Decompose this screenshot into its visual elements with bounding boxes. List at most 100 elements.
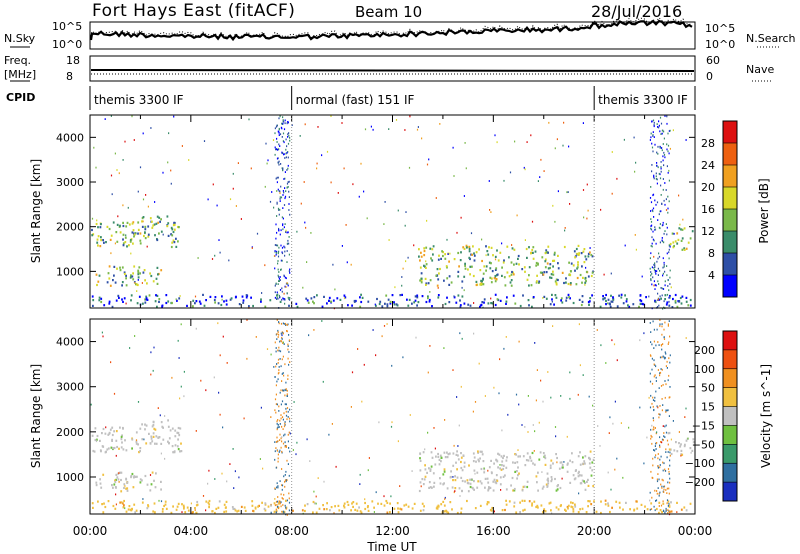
echo-point	[280, 365, 282, 368]
colorbar-swatch	[723, 482, 737, 502]
echo-point	[561, 466, 563, 469]
echo-point	[502, 261, 505, 264]
echo-point	[278, 160, 280, 163]
echo-point	[165, 301, 168, 305]
echo-point	[655, 376, 657, 379]
echo-point	[123, 297, 126, 300]
echo-point	[537, 180, 539, 182]
echo-point	[167, 425, 170, 428]
echo-point	[517, 257, 519, 260]
echo-point	[639, 302, 642, 305]
echo-point	[147, 225, 150, 228]
echo-point	[652, 276, 654, 279]
echo-point	[288, 270, 290, 272]
echo-point	[463, 275, 466, 278]
echo-point	[666, 252, 668, 255]
echo-point	[404, 129, 406, 131]
echo-point	[282, 207, 284, 209]
echo-point	[539, 271, 542, 274]
echo-point	[671, 306, 674, 309]
echo-point	[611, 192, 613, 195]
echo-point	[657, 466, 659, 469]
echo-point	[276, 296, 278, 299]
echo-point	[97, 500, 99, 503]
echo-point	[660, 133, 662, 135]
echo-point	[494, 275, 497, 278]
echo-point	[287, 284, 289, 287]
echo-point	[455, 461, 457, 464]
echo-point	[547, 245, 550, 248]
echo-point	[666, 165, 668, 168]
echo-point	[627, 304, 629, 307]
echo-point	[278, 190, 280, 192]
echo-point	[669, 354, 671, 357]
echo-point	[172, 224, 175, 227]
echo-point	[280, 501, 282, 504]
echo-point	[519, 511, 521, 514]
echo-point	[567, 282, 570, 286]
echo-point	[656, 480, 659, 483]
echo-point	[157, 436, 160, 439]
echo-point	[668, 374, 670, 377]
echo-point	[289, 450, 291, 453]
echo-point	[265, 142, 267, 145]
echo-point	[439, 454, 442, 457]
echo-point	[280, 414, 282, 416]
echo-point	[359, 510, 362, 513]
echo-point	[419, 457, 421, 460]
echo-point	[528, 284, 530, 287]
echo-point	[429, 247, 432, 250]
echo-point	[469, 265, 472, 268]
echo-point	[288, 196, 290, 198]
echo-point	[526, 480, 529, 483]
echo-point	[269, 299, 272, 302]
echo-point	[605, 299, 607, 303]
echo-point	[682, 218, 684, 221]
echo-point	[579, 508, 581, 511]
echo-point	[284, 421, 286, 423]
echo-point	[95, 440, 98, 443]
echo-point	[501, 464, 503, 467]
echo-point	[229, 298, 232, 301]
echo-point	[456, 396, 458, 398]
echo-point	[155, 294, 157, 297]
echo-point	[146, 298, 149, 301]
echo-point	[669, 451, 671, 454]
echo-point	[154, 300, 157, 303]
echo-point	[482, 283, 485, 286]
echo-point	[186, 506, 189, 509]
echo-point	[279, 233, 281, 236]
echo-point	[288, 242, 290, 245]
echo-point	[284, 223, 286, 225]
echo-point	[124, 140, 126, 143]
echo-point	[211, 258, 214, 260]
echo-point	[556, 456, 558, 460]
echo-point	[277, 207, 280, 210]
echo-point	[285, 480, 287, 483]
echo-point	[287, 156, 289, 159]
echo-point	[153, 346, 155, 349]
echo-point	[494, 280, 497, 283]
echo-point	[278, 250, 280, 253]
echo-point	[663, 491, 665, 493]
echo-point	[644, 505, 646, 508]
y-tick-label: 2000	[56, 221, 84, 234]
colorbar-tick-label: −50	[692, 438, 715, 451]
echo-point	[667, 505, 669, 507]
echo-point	[469, 304, 472, 307]
echo-point	[669, 269, 671, 272]
echo-point	[181, 145, 183, 147]
echo-point	[608, 432, 610, 434]
echo-point	[536, 504, 539, 507]
echo-point	[570, 501, 572, 504]
echo-point	[96, 283, 98, 287]
echo-point	[537, 262, 539, 265]
echo-point	[276, 449, 279, 452]
echo-point	[650, 271, 652, 273]
echo-point	[281, 259, 283, 262]
echo-point	[680, 239, 683, 242]
echo-point	[292, 509, 294, 512]
echo-point	[588, 462, 591, 465]
echo-point	[191, 511, 194, 514]
echo-point	[287, 167, 289, 170]
